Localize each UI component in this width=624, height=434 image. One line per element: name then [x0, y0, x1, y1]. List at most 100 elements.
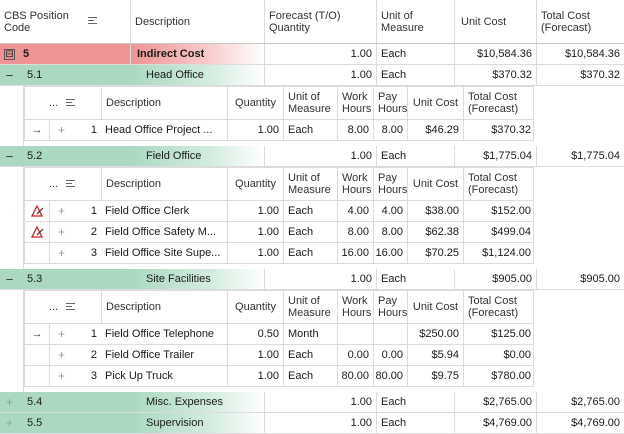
expand-icon[interactable]: + [57, 123, 65, 137]
detail-grid-5-3: ... Description Quantity Unit of Measure… [0, 290, 624, 392]
collapse-icon[interactable]: − [5, 67, 14, 83]
item-unit-cost: $250.00 [419, 328, 459, 340]
detail-col-unit-cost[interactable]: Unit Cost [412, 301, 459, 313]
item-total-cost: $152.00 [491, 205, 531, 217]
item-pay-hours: 4.00 [381, 205, 403, 217]
item-number: 1 [90, 124, 97, 136]
expand-icon[interactable]: + [57, 369, 65, 383]
detail-menu-icon[interactable]: ... [49, 178, 59, 190]
collapse-icon[interactable]: − [5, 148, 14, 164]
detail-row[interactable]: + 3 Field Office Site Supe... 1.00 Each … [24, 243, 534, 264]
detail-col-uom[interactable]: Unit of Measure [288, 172, 331, 196]
detail-col-total-cost[interactable]: Total Cost (Forecast) [468, 295, 519, 319]
detail-col-pay-hours[interactable]: Pay Hours [378, 172, 407, 196]
item-quantity: 1.00 [257, 124, 279, 136]
group-total-cost: $2,765.00 [571, 396, 620, 408]
detail-col-uom[interactable]: Unit of Measure [288, 91, 331, 115]
item-number: 2 [90, 226, 97, 238]
detail-col-pay-hours[interactable]: Pay Hours [378, 295, 407, 319]
detail-col-description[interactable]: Description [106, 97, 162, 109]
collapse-icon[interactable]: ⊟ [4, 48, 15, 60]
col-header-uom[interactable]: Unit of Measure [376, 0, 454, 43]
group-quantity: 1.00 [350, 273, 372, 285]
expand-icon[interactable]: + [57, 204, 65, 218]
detail-col-unit-cost[interactable]: Unit Cost [412, 97, 459, 109]
group-total-cost: $905.00 [580, 273, 620, 285]
col-header-forecast[interactable]: Forecast (T/O) Quantity [264, 0, 376, 43]
group-row-5-2[interactable]: − 5.2 Field Office 1.00 Each $1,775.04 $… [0, 146, 624, 167]
detail-col-work-hours[interactable]: Work Hours [342, 172, 372, 196]
detail-row[interactable]: + 2 Field Office Safety M... 1.00 Each 8… [24, 222, 534, 243]
detail-menu-icon[interactable]: ... [49, 301, 59, 313]
detail-row[interactable]: → + 1 Field Office Telephone 0.50 Month … [24, 324, 534, 345]
col-header-cbs[interactable]: CBS Position Code [0, 0, 130, 43]
item-description: Field Office Trailer [105, 349, 195, 361]
col-header-total-cost-label: Total Cost (Forecast) [541, 9, 592, 34]
group-total-cost: $10,584.36 [564, 48, 620, 60]
item-description: Field Office Site Supe... [105, 247, 221, 259]
group-row-5[interactable]: ⊟ 5 Indirect Cost 1.00 Each $10,584.36 $… [0, 44, 624, 65]
detail-header: ... Description Quantity Unit of Measure… [24, 167, 534, 201]
item-total-cost: $370.32 [491, 124, 531, 136]
item-unit-cost: $70.25 [425, 247, 459, 259]
item-total-cost: $1,124.00 [482, 247, 531, 259]
item-uom: Each [288, 370, 314, 382]
column-chooser-icon[interactable] [66, 302, 76, 312]
group-row-5-4[interactable]: + 5.4 Misc. Expenses 1.00 Each $2,765.00… [0, 392, 624, 413]
expand-icon[interactable]: + [57, 225, 65, 239]
item-unit-cost: $46.29 [425, 124, 459, 136]
group-description: Supervision [146, 417, 204, 429]
col-header-unit-cost-label: Unit Cost [461, 15, 507, 28]
item-work-hours: 8.00 [347, 124, 369, 136]
column-chooser-icon[interactable] [66, 179, 76, 189]
detail-col-total-cost[interactable]: Total Cost (Forecast) [468, 91, 519, 115]
detail-col-quantity[interactable]: Quantity [235, 178, 276, 190]
detail-col-total-cost[interactable]: Total Cost (Forecast) [468, 172, 519, 196]
expand-icon[interactable]: + [57, 327, 65, 341]
detail-col-work-hours[interactable]: Work Hours [342, 91, 372, 115]
item-quantity: 1.00 [257, 370, 279, 382]
item-description: Pick Up Truck [105, 370, 173, 382]
detail-col-quantity[interactable]: Quantity [235, 301, 276, 313]
expand-icon[interactable]: + [57, 348, 65, 362]
column-chooser-icon[interactable] [88, 17, 97, 26]
detail-row[interactable]: → + 1 Head Office Project ... 1.00 Each … [24, 120, 534, 141]
detail-col-unit-cost[interactable]: Unit Cost [412, 178, 459, 190]
detail-col-uom[interactable]: Unit of Measure [288, 295, 331, 319]
expand-icon[interactable]: + [57, 246, 65, 260]
detail-row[interactable]: + 2 Field Office Trailer 1.00 Each 0.00 … [24, 345, 534, 366]
item-number: 1 [90, 205, 97, 217]
detail-row[interactable]: + 1 Field Office Clerk 1.00 Each 4.00 4.… [24, 201, 534, 222]
group-quantity: 1.00 [350, 48, 372, 60]
col-header-total-cost[interactable]: Total Cost (Forecast) [536, 0, 624, 43]
detail-col-work-hours[interactable]: Work Hours [342, 295, 372, 319]
detail-col-pay-hours[interactable]: Pay Hours [378, 91, 407, 115]
detail-col-quantity[interactable]: Quantity [235, 97, 276, 109]
group-quantity: 1.00 [350, 396, 372, 408]
group-uom: Each [381, 150, 407, 162]
detail-col-description[interactable]: Description [106, 301, 162, 313]
detail-col-description[interactable]: Description [106, 178, 162, 190]
column-chooser-icon[interactable] [66, 98, 76, 108]
detail-row[interactable]: + 3 Pick Up Truck 1.00 Each 80.00 80.00 … [24, 366, 534, 387]
col-header-unit-cost[interactable]: Unit Cost [454, 0, 536, 43]
item-quantity: 1.00 [257, 205, 279, 217]
detail-header: ... Description Quantity Unit of Measure… [24, 290, 534, 324]
group-code: 5.5 [27, 417, 43, 429]
group-unit-cost: $905.00 [492, 273, 532, 285]
item-total-cost: $125.00 [491, 328, 531, 340]
group-uom: Each [381, 48, 407, 60]
detail-menu-icon[interactable]: ... [49, 97, 59, 109]
item-unit-cost: $62.38 [425, 226, 459, 238]
group-row-5-5[interactable]: + 5.5 Supervision 1.00 Each $4,769.00 $4… [0, 413, 624, 434]
group-row-5-3[interactable]: − 5.3 Site Facilities 1.00 Each $905.00 … [0, 269, 624, 290]
group-code: 5.1 [27, 69, 43, 81]
collapse-icon[interactable]: − [5, 271, 14, 287]
group-quantity: 1.00 [350, 150, 372, 162]
group-row-5-1[interactable]: − 5.1 Head Office 1.00 Each $370.32 $370… [0, 65, 624, 86]
col-header-description[interactable]: Description [130, 0, 264, 43]
item-number: 2 [90, 349, 97, 361]
expand-icon[interactable]: + [5, 394, 13, 409]
grid-header: CBS Position Code Description Forecast (… [0, 0, 624, 44]
expand-icon[interactable]: + [5, 415, 13, 430]
